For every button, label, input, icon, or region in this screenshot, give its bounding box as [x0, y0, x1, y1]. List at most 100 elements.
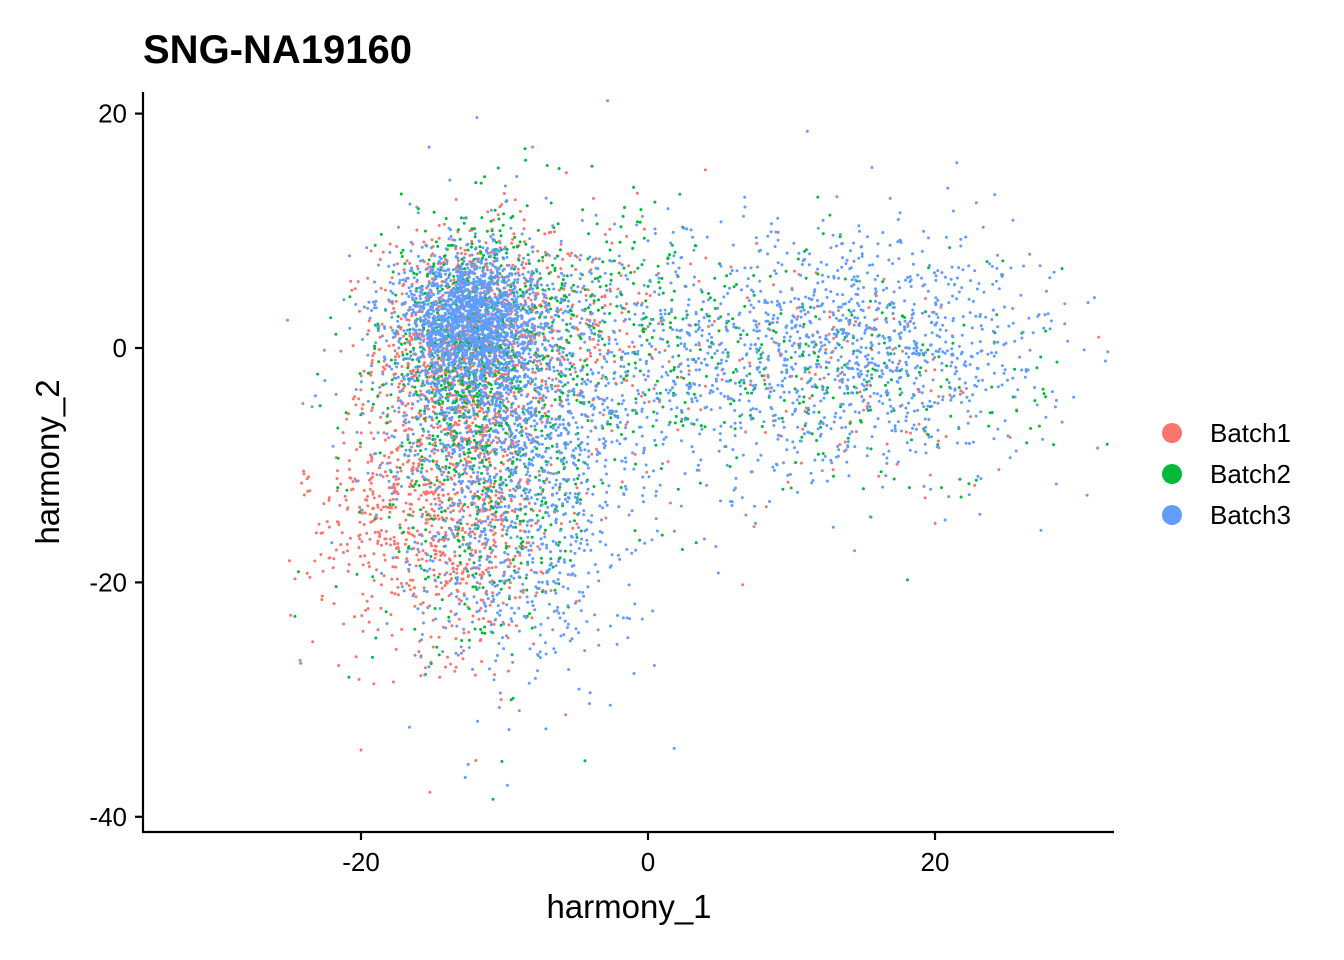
- data-point: [432, 426, 436, 430]
- data-point: [305, 571, 309, 575]
- data-point: [396, 542, 400, 545]
- data-point: [410, 502, 413, 506]
- data-point: [413, 488, 417, 492]
- data-point: [445, 581, 449, 585]
- data-point: [868, 394, 872, 398]
- data-point: [358, 537, 362, 541]
- data-point: [383, 438, 387, 442]
- data-point: [525, 480, 529, 484]
- data-point: [384, 610, 388, 614]
- data-point: [707, 314, 711, 318]
- data-point: [574, 370, 577, 374]
- data-point: [679, 375, 683, 379]
- data-point: [490, 303, 494, 307]
- data-point: [545, 367, 548, 371]
- data-point: [489, 219, 493, 223]
- data-point: [408, 507, 412, 511]
- data-point: [486, 406, 490, 410]
- data-point: [570, 365, 574, 368]
- data-point: [585, 357, 589, 361]
- data-point: [418, 294, 422, 298]
- data-point: [604, 516, 608, 520]
- data-point: [434, 552, 438, 556]
- data-point: [410, 479, 414, 483]
- data-point: [499, 587, 503, 591]
- data-point: [500, 760, 504, 763]
- data-point: [712, 319, 716, 323]
- data-point: [609, 278, 613, 282]
- data-point: [657, 280, 661, 284]
- data-point: [420, 557, 424, 561]
- data-point: [475, 264, 479, 268]
- data-point: [524, 242, 528, 246]
- data-point: [807, 370, 811, 374]
- data-point: [436, 315, 439, 319]
- data-point: [359, 748, 363, 752]
- data-point: [465, 522, 469, 526]
- data-point: [368, 478, 371, 482]
- data-point: [478, 432, 482, 436]
- data-point: [471, 614, 475, 618]
- data-point: [461, 535, 465, 539]
- data-point: [654, 443, 658, 447]
- data-point: [372, 682, 376, 686]
- data-point: [846, 339, 849, 343]
- data-point: [473, 627, 477, 631]
- data-point: [482, 481, 486, 485]
- data-point: [388, 498, 392, 502]
- data-point: [565, 323, 569, 326]
- data-point: [388, 502, 392, 506]
- data-point: [593, 332, 597, 336]
- data-point: [569, 334, 573, 338]
- data-point: [558, 345, 562, 349]
- data-point: [549, 471, 553, 475]
- data-point: [434, 593, 438, 596]
- data-point: [493, 525, 497, 529]
- data-point: [453, 492, 457, 496]
- data-point: [549, 307, 552, 311]
- data-point: [633, 361, 637, 365]
- data-point: [371, 492, 375, 496]
- data-point: [491, 591, 495, 595]
- data-point: [556, 456, 559, 460]
- data-point: [585, 318, 589, 322]
- data-point: [492, 533, 496, 537]
- data-point: [344, 411, 348, 415]
- data-point: [944, 435, 948, 438]
- data-point: [444, 388, 448, 392]
- data-point: [530, 535, 534, 539]
- data-point: [565, 353, 569, 357]
- data-point: [741, 583, 745, 587]
- data-point: [1044, 329, 1048, 333]
- data-point: [449, 430, 453, 434]
- data-point: [417, 558, 421, 562]
- data-point: [401, 353, 405, 357]
- data-point: [442, 363, 446, 367]
- data-point: [645, 470, 649, 474]
- data-point: [949, 414, 953, 418]
- data-point: [426, 284, 430, 288]
- data-point: [462, 256, 466, 260]
- data-point: [430, 337, 434, 341]
- data-point: [572, 283, 575, 287]
- data-point: [540, 561, 544, 565]
- data-point: [570, 251, 574, 255]
- data-point: [336, 456, 340, 460]
- data-point: [492, 218, 495, 222]
- data-point: [289, 613, 293, 617]
- data-point: [421, 601, 425, 605]
- data-point: [497, 371, 501, 375]
- data-point: [533, 428, 537, 432]
- data-point: [491, 518, 494, 521]
- data-point: [535, 359, 539, 363]
- data-point: [924, 369, 928, 373]
- data-point: [370, 361, 374, 365]
- data-point: [707, 292, 711, 295]
- data-point: [800, 435, 804, 439]
- data-point: [505, 422, 509, 426]
- data-point: [373, 347, 377, 350]
- data-point: [816, 195, 820, 199]
- data-point: [487, 620, 491, 623]
- data-point: [547, 231, 551, 235]
- data-point: [589, 354, 593, 358]
